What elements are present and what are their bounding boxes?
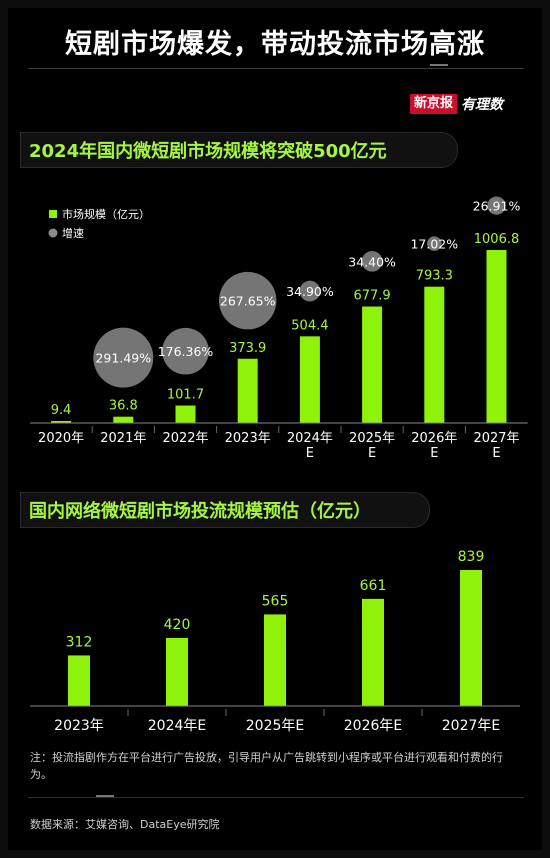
spend-bar <box>264 614 286 706</box>
size-value-label: 677.9 <box>353 289 390 304</box>
growth-bubble <box>361 250 383 272</box>
size-bar <box>424 286 445 423</box>
size-bar <box>175 405 196 423</box>
growth-label: 176.36% <box>158 344 214 359</box>
spend-bar <box>68 655 90 706</box>
footer-divider-dash <box>96 795 114 797</box>
chart2-title-bar: 国内网络微短剧市场投流规模预估（亿元） <box>20 492 430 528</box>
title-divider <box>28 68 524 69</box>
category-label: E <box>368 446 376 461</box>
category-label: 2027年E <box>442 718 500 734</box>
growth-bubble <box>299 280 321 302</box>
growth-bubble <box>487 196 506 215</box>
legend-label-size: 市场规模（亿元） <box>62 207 150 221</box>
size-bar <box>237 358 258 423</box>
legend: 市场规模（亿元） 增速 <box>48 207 150 240</box>
growth-label: 267.65% <box>220 294 276 309</box>
growth-bubble <box>218 271 277 330</box>
growth-bubble <box>427 236 442 251</box>
size-value-label: 101.7 <box>167 388 204 403</box>
spend-value-label: 661 <box>360 578 387 594</box>
spend-value-label: 420 <box>164 617 191 633</box>
title-divider-dash <box>430 64 448 66</box>
category-label: 2023年 <box>225 431 271 446</box>
chart1-title: 2024年国内微短剧市场规模将突破500亿元 <box>29 141 387 162</box>
category-label: 2026年E <box>344 718 402 734</box>
size-value-label: 793.3 <box>416 269 453 284</box>
page-title: 短剧市场爆发，带动投流市场高涨 <box>65 29 485 60</box>
category-label: E <box>306 446 314 461</box>
size-bar <box>362 306 383 423</box>
size-bar <box>113 416 134 423</box>
category-label: 2025年E <box>246 718 304 734</box>
spend-value-label: 312 <box>66 634 93 650</box>
growth-label: 34.40% <box>348 254 396 269</box>
category-label: 2024年E <box>148 718 206 734</box>
category-label: 2024年 <box>287 431 333 446</box>
category-label: E <box>492 446 500 461</box>
growth-bubble <box>93 327 154 388</box>
size-value-label: 9.4 <box>51 403 72 418</box>
spend-value-label: 839 <box>458 549 485 565</box>
spend-value-label: 565 <box>262 593 289 609</box>
size-bar <box>486 250 507 423</box>
size-bar <box>51 421 72 423</box>
category-label: 2025年 <box>349 431 395 446</box>
legend-label-growth: 增速 <box>62 226 84 240</box>
growth-label: 17.02% <box>410 237 458 252</box>
spend-bar <box>460 570 482 706</box>
chart1-title-bar: 2024年国内微短剧市场规模将突破500亿元 <box>20 132 458 168</box>
category-label: 2023年 <box>54 718 104 734</box>
size-bar <box>299 336 320 423</box>
growth-bubble <box>162 327 209 375</box>
growth-label: 34.90% <box>286 284 334 299</box>
spend-bar <box>166 637 188 706</box>
footnote: 注：投流指剧作方在平台进行广告投放，引导用户从广告跳转到小程序或平台进行观看和付… <box>30 751 503 781</box>
size-value-label: 36.8 <box>109 399 138 414</box>
brand-logo: 新京报 有理数 <box>410 94 503 114</box>
size-value-label: 373.9 <box>229 341 266 356</box>
footer-divider <box>28 797 524 798</box>
legend-swatch-size <box>49 210 57 218</box>
category-label: 2022年 <box>162 431 208 446</box>
category-label: 2020年 <box>38 431 84 446</box>
brand-script-text: 有理数 <box>461 97 504 113</box>
growth-label: 291.49% <box>95 351 151 366</box>
growth-label: 26.91% <box>473 199 521 214</box>
size-value-label: 1006.8 <box>474 232 520 247</box>
category-label: 2021年 <box>100 431 146 446</box>
size-value-label: 504.4 <box>291 318 328 333</box>
legend-swatch-growth <box>48 228 58 238</box>
category-label: E <box>430 446 438 461</box>
spend-bar <box>362 598 384 706</box>
data-source: 数据来源：艾媒咨询、DataEye研究院 <box>30 818 220 831</box>
chart2-title: 国内网络微短剧市场投流规模预估（亿元） <box>29 501 371 522</box>
brand-box-text: 新京报 <box>410 94 458 114</box>
category-label: 2027年 <box>473 431 519 446</box>
category-label: 2026年 <box>411 431 457 446</box>
